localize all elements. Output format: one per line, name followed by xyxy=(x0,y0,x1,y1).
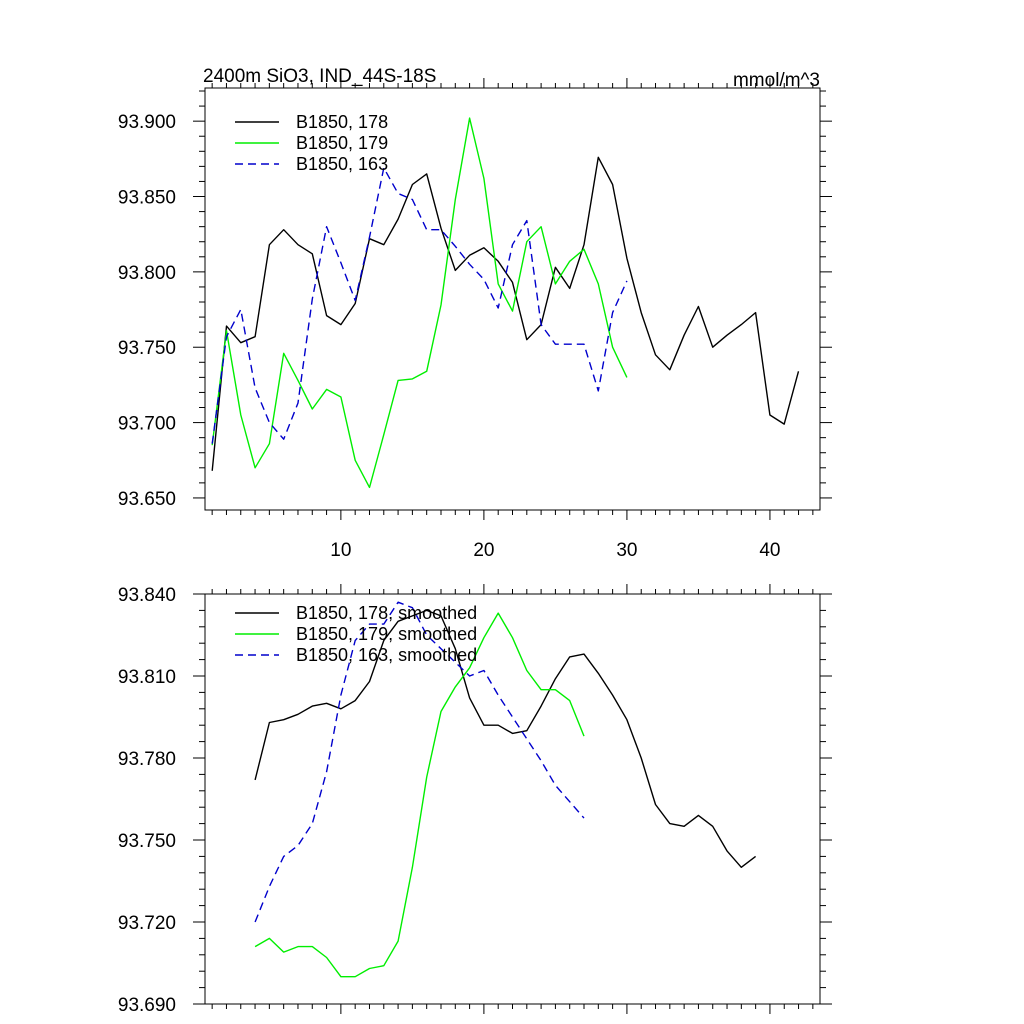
legend-label-1: B1850, 178 xyxy=(296,112,388,132)
panel-bottom: 93.690 93.720 93.750 93.780 93.810 93.840 B18… xyxy=(118,584,832,1016)
y-tick-label: 93.720 xyxy=(118,913,176,934)
y-tick-label: 93.750 xyxy=(118,831,176,852)
series-line-3 xyxy=(211,167,628,444)
y-tick-label: 93.650 xyxy=(118,489,176,510)
legend-label-1: B1850, 178, smoothed xyxy=(296,603,477,623)
series-group-top xyxy=(211,117,800,489)
axis-ticks-top: 10 20 30 40 93.650 93.700 93.750 93.800 93.850 93… xyxy=(118,78,832,561)
panel-top: 2400m SiO3, IND_44S-18S mmol/m^3 10 20 30 4… xyxy=(118,66,832,561)
x-tick-label: 20 xyxy=(473,540,494,561)
y-tick-label: 93.700 xyxy=(118,414,176,435)
x-tick-label: 10 xyxy=(330,540,351,561)
y-tick-label: 93.900 xyxy=(118,112,176,133)
legend-label-2: B1850, 179, smoothed xyxy=(296,624,477,644)
axis-ticks-bottom: 93.690 93.720 93.750 93.780 93.810 93.840 xyxy=(118,584,832,1016)
series-group-bottom xyxy=(254,601,757,978)
y-tick-label: 93.750 xyxy=(118,338,176,359)
y-tick-label: 93.840 xyxy=(118,585,176,606)
series-line-2 xyxy=(211,117,628,489)
legend-label-3: B1850, 163, smoothed xyxy=(296,645,477,665)
legend-label-3: B1850, 163 xyxy=(296,154,388,174)
y-tick-label: 93.810 xyxy=(118,667,176,688)
series-line-2 xyxy=(254,612,585,978)
series-line-1 xyxy=(211,156,800,471)
y-tick-label: 93.690 xyxy=(118,995,176,1016)
x-tick-label: 30 xyxy=(616,540,637,561)
y-tick-label: 93.850 xyxy=(118,188,176,209)
x-tick-label: 40 xyxy=(759,540,780,561)
y-tick-label: 93.780 xyxy=(118,749,176,770)
legend-label-2: B1850, 179 xyxy=(296,133,388,153)
chart-title: 2400m SiO3, IND_44S-18S xyxy=(203,66,436,87)
y-tick-label: 93.800 xyxy=(118,263,176,284)
series-line-3 xyxy=(254,601,585,923)
